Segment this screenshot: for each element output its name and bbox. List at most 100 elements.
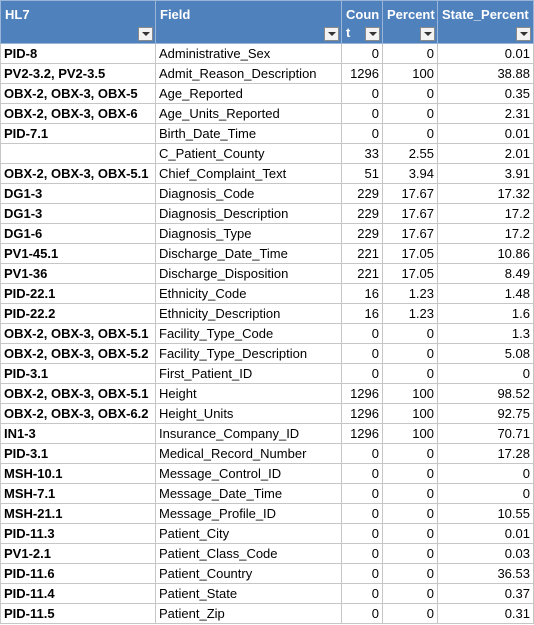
cell-field[interactable]: Height_Units: [155, 403, 342, 424]
cell-percent[interactable]: 0: [382, 543, 438, 564]
cell-field[interactable]: Birth_Date_Time: [155, 123, 342, 144]
cell-count[interactable]: 33: [341, 143, 383, 164]
cell-hl7[interactable]: PID-8: [0, 43, 156, 64]
cell-hl7[interactable]: OBX-2, OBX-3, OBX-5.1: [0, 383, 156, 404]
cell-state-percent[interactable]: 0: [437, 483, 534, 504]
cell-field[interactable]: C_Patient_County: [155, 143, 342, 164]
cell-field[interactable]: Chief_Complaint_Text: [155, 163, 342, 184]
cell-count[interactable]: 51: [341, 163, 383, 184]
cell-state-percent[interactable]: 2.01: [437, 143, 534, 164]
cell-percent[interactable]: 2.55: [382, 143, 438, 164]
cell-state-percent[interactable]: 10.86: [437, 243, 534, 264]
cell-state-percent[interactable]: 0.31: [437, 603, 534, 624]
cell-hl7[interactable]: DG1-6: [0, 223, 156, 244]
cell-count[interactable]: 16: [341, 303, 383, 324]
cell-count[interactable]: 0: [341, 83, 383, 104]
cell-state-percent[interactable]: 17.28: [437, 443, 534, 464]
cell-field[interactable]: Patient_Class_Code: [155, 543, 342, 564]
cell-count[interactable]: 0: [341, 363, 383, 384]
cell-field[interactable]: Patient_State: [155, 583, 342, 604]
cell-percent[interactable]: 0: [382, 483, 438, 504]
cell-count[interactable]: 0: [341, 123, 383, 144]
cell-state-percent[interactable]: 8.49: [437, 263, 534, 284]
cell-percent[interactable]: 100: [382, 63, 438, 84]
cell-count[interactable]: 0: [341, 343, 383, 364]
filter-dropdown-icon[interactable]: [365, 27, 380, 41]
cell-state-percent[interactable]: 92.75: [437, 403, 534, 424]
cell-hl7[interactable]: PV1-2.1: [0, 543, 156, 564]
filter-dropdown-icon[interactable]: [420, 27, 435, 41]
cell-percent[interactable]: 0: [382, 603, 438, 624]
column-header-state-percent[interactable]: State_Percent: [437, 0, 534, 44]
cell-count[interactable]: 229: [341, 203, 383, 224]
cell-percent[interactable]: 3.94: [382, 163, 438, 184]
cell-percent[interactable]: 0: [382, 103, 438, 124]
cell-count[interactable]: 0: [341, 523, 383, 544]
cell-percent[interactable]: 17.67: [382, 183, 438, 204]
cell-count[interactable]: 0: [341, 603, 383, 624]
cell-state-percent[interactable]: 2.31: [437, 103, 534, 124]
filter-dropdown-icon[interactable]: [516, 27, 531, 41]
cell-count[interactable]: 229: [341, 223, 383, 244]
cell-hl7[interactable]: PID-3.1: [0, 443, 156, 464]
cell-state-percent[interactable]: 10.55: [437, 503, 534, 524]
cell-field[interactable]: Ethnicity_Code: [155, 283, 342, 304]
cell-state-percent[interactable]: 1.3: [437, 323, 534, 344]
column-header-count[interactable]: Count: [341, 0, 383, 44]
cell-state-percent[interactable]: 38.88: [437, 63, 534, 84]
cell-state-percent[interactable]: 36.53: [437, 563, 534, 584]
cell-hl7[interactable]: MSH-21.1: [0, 503, 156, 524]
cell-state-percent[interactable]: 5.08: [437, 343, 534, 364]
cell-hl7[interactable]: PV1-36: [0, 263, 156, 284]
cell-hl7[interactable]: PID-22.2: [0, 303, 156, 324]
cell-field[interactable]: Facility_Type_Code: [155, 323, 342, 344]
cell-state-percent[interactable]: 17.2: [437, 203, 534, 224]
cell-count[interactable]: 229: [341, 183, 383, 204]
cell-count[interactable]: 0: [341, 483, 383, 504]
cell-field[interactable]: Discharge_Date_Time: [155, 243, 342, 264]
cell-field[interactable]: Diagnosis_Code: [155, 183, 342, 204]
cell-percent[interactable]: 17.05: [382, 263, 438, 284]
cell-hl7[interactable]: OBX-2, OBX-3, OBX-5.2: [0, 343, 156, 364]
cell-state-percent[interactable]: 17.2: [437, 223, 534, 244]
cell-percent[interactable]: 17.05: [382, 243, 438, 264]
cell-field[interactable]: Patient_Country: [155, 563, 342, 584]
cell-percent[interactable]: 17.67: [382, 223, 438, 244]
cell-hl7[interactable]: DG1-3: [0, 203, 156, 224]
cell-count[interactable]: 1296: [341, 403, 383, 424]
cell-state-percent[interactable]: 1.48: [437, 283, 534, 304]
column-header-percent[interactable]: Percent: [382, 0, 438, 44]
cell-count[interactable]: 1296: [341, 63, 383, 84]
cell-hl7[interactable]: OBX-2, OBX-3, OBX-5: [0, 83, 156, 104]
cell-percent[interactable]: 100: [382, 423, 438, 444]
cell-count[interactable]: 0: [341, 463, 383, 484]
cell-field[interactable]: Facility_Type_Description: [155, 343, 342, 364]
cell-count[interactable]: 1296: [341, 383, 383, 404]
cell-count[interactable]: 0: [341, 583, 383, 604]
cell-state-percent[interactable]: 1.6: [437, 303, 534, 324]
cell-percent[interactable]: 0: [382, 363, 438, 384]
cell-hl7[interactable]: DG1-3: [0, 183, 156, 204]
cell-field[interactable]: Insurance_Company_ID: [155, 423, 342, 444]
cell-percent[interactable]: 0: [382, 123, 438, 144]
filter-dropdown-icon[interactable]: [138, 27, 153, 41]
cell-field[interactable]: Discharge_Disposition: [155, 263, 342, 284]
cell-state-percent[interactable]: 0.35: [437, 83, 534, 104]
cell-field[interactable]: Diagnosis_Type: [155, 223, 342, 244]
cell-state-percent[interactable]: 17.32: [437, 183, 534, 204]
cell-count[interactable]: 1296: [341, 423, 383, 444]
cell-percent[interactable]: 0: [382, 563, 438, 584]
cell-hl7[interactable]: [0, 143, 156, 164]
cell-hl7[interactable]: PID-11.3: [0, 523, 156, 544]
cell-percent[interactable]: 1.23: [382, 283, 438, 304]
cell-count[interactable]: 0: [341, 503, 383, 524]
cell-state-percent[interactable]: 0.37: [437, 583, 534, 604]
column-header-field[interactable]: Field: [155, 0, 342, 44]
cell-percent[interactable]: 0: [382, 443, 438, 464]
cell-hl7[interactable]: PID-3.1: [0, 363, 156, 384]
cell-percent[interactable]: 17.67: [382, 203, 438, 224]
cell-percent[interactable]: 0: [382, 583, 438, 604]
cell-count[interactable]: 0: [341, 323, 383, 344]
cell-field[interactable]: Message_Profile_ID: [155, 503, 342, 524]
cell-field[interactable]: Administrative_Sex: [155, 43, 342, 64]
